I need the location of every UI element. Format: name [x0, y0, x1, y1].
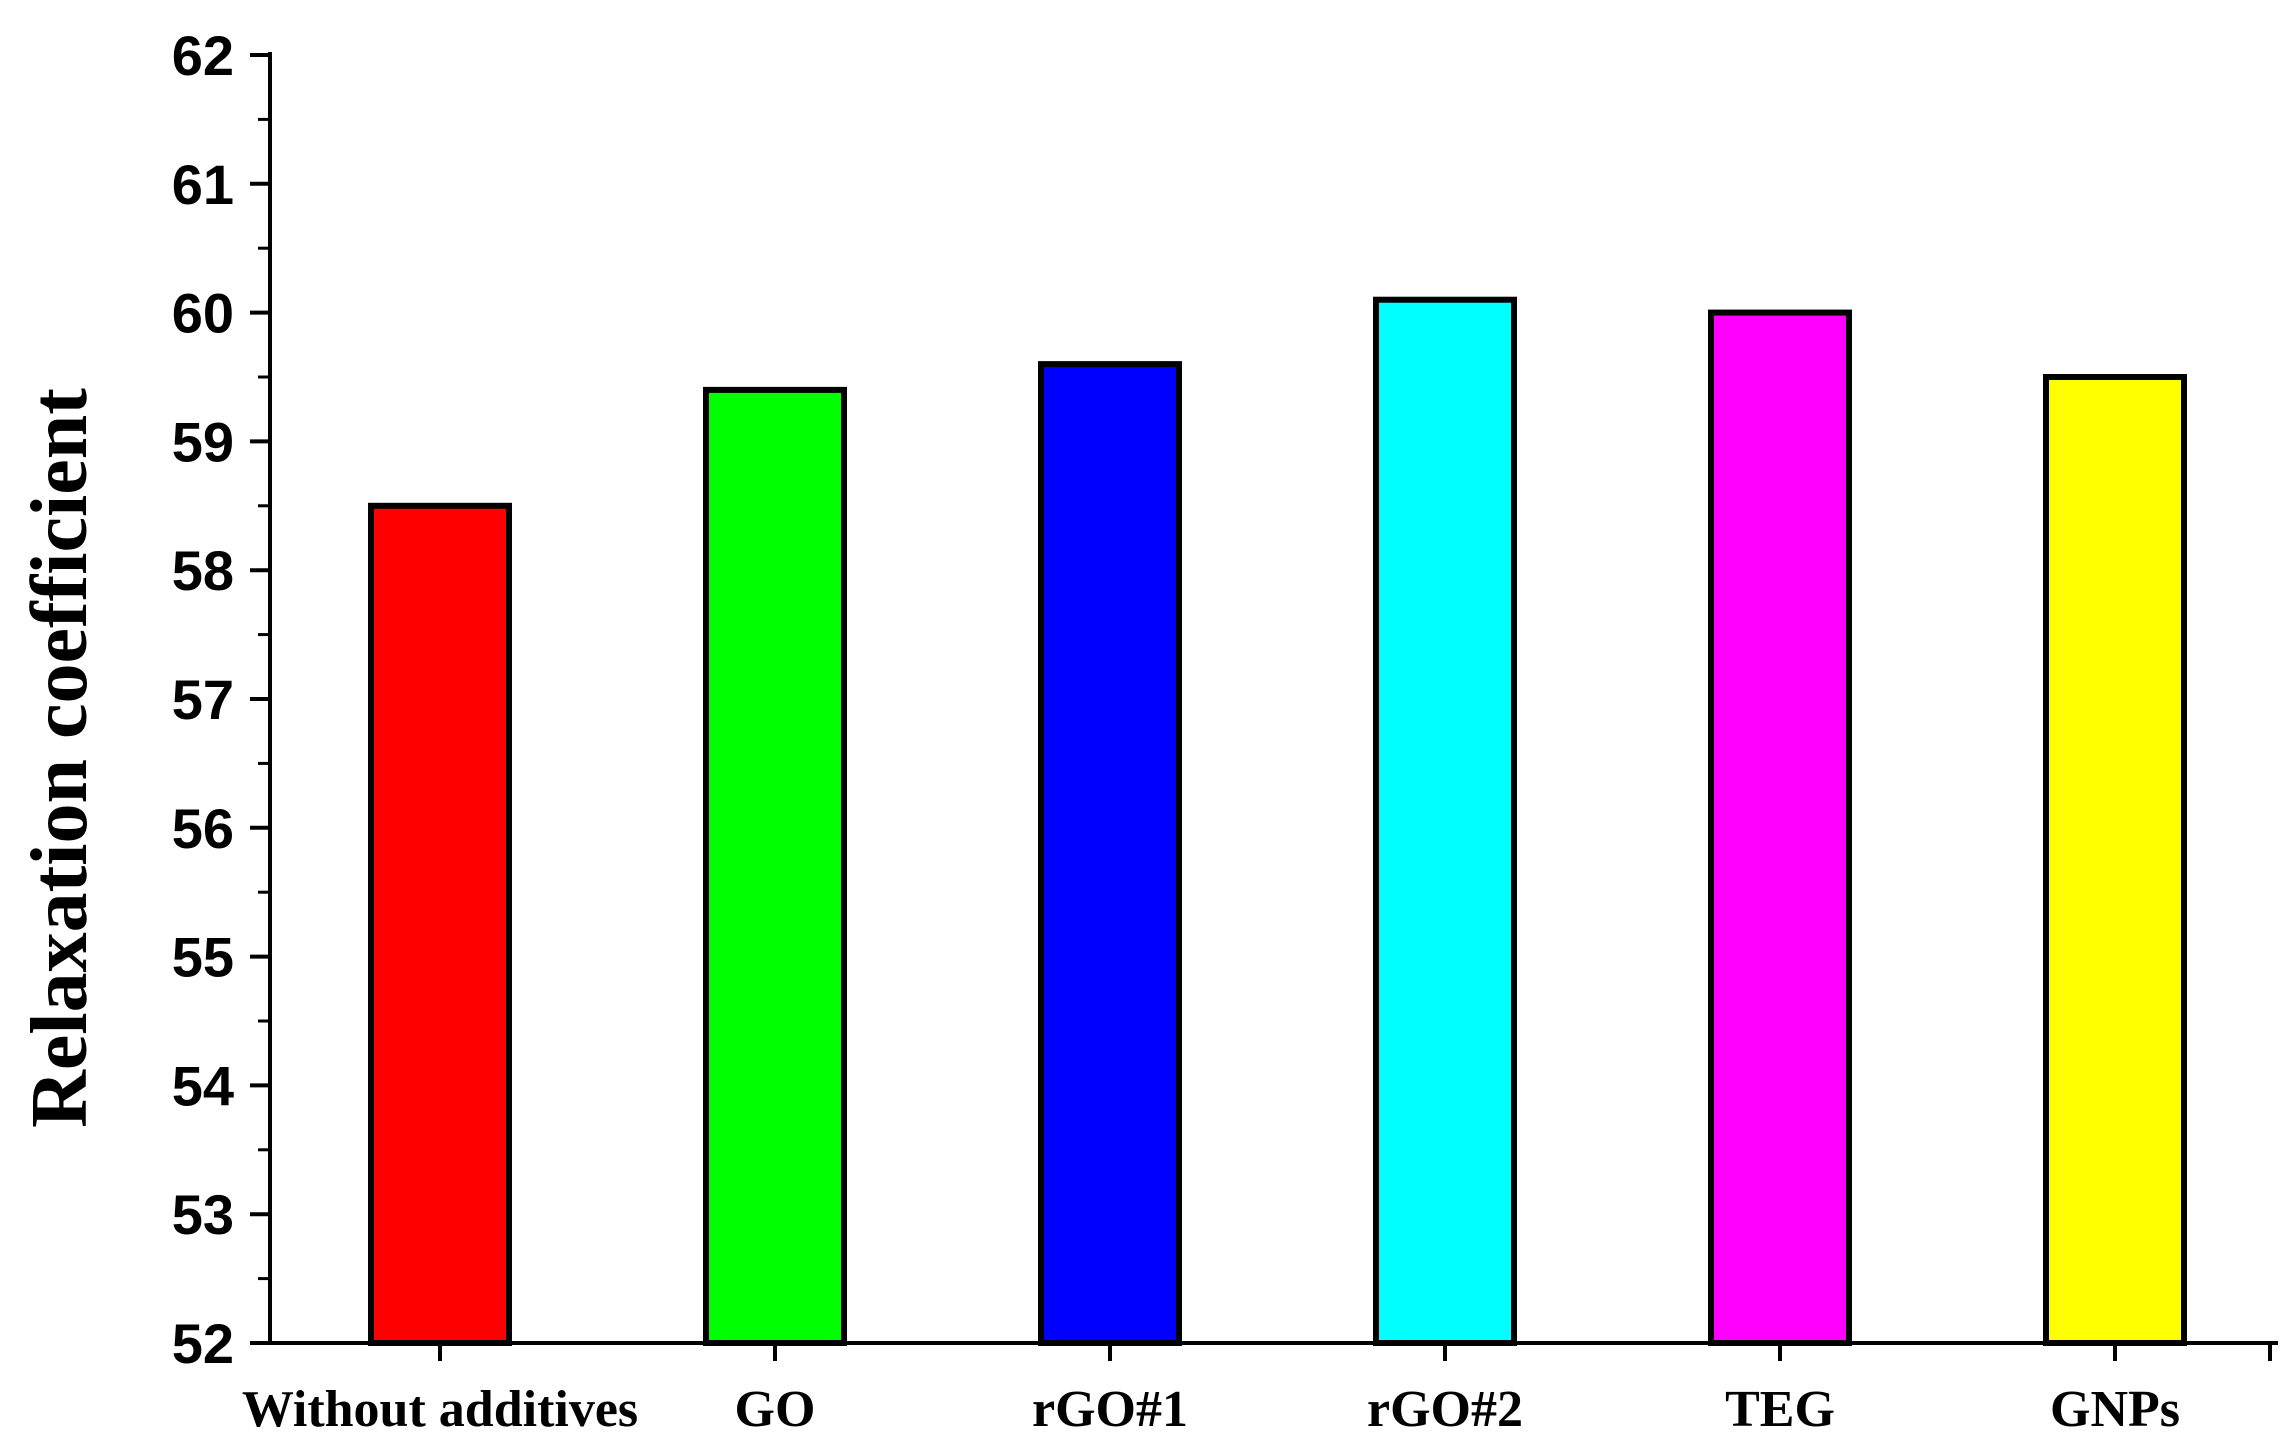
x-tick-label-4: TEG	[1725, 1381, 1835, 1438]
bars-layer	[368, 296, 2187, 1347]
bar-0	[368, 502, 512, 1346]
y-tick-label-5: 57	[172, 668, 234, 731]
x-tick-label-1: GO	[735, 1381, 816, 1438]
y-axis-title: Relaxation coefficient	[16, 388, 104, 1128]
axes-layer	[250, 52, 2278, 1361]
y-tick-label-6: 58	[172, 539, 234, 602]
bar-5	[2043, 374, 2187, 1346]
y-tick-label-3: 55	[172, 926, 234, 989]
y-tick-label-4: 56	[172, 797, 234, 860]
x-tick-label-0: Without additives	[242, 1381, 638, 1438]
y-tick-label-0: 52	[172, 1312, 234, 1375]
y-tick-label-2: 54	[172, 1054, 234, 1117]
bar-1	[703, 386, 847, 1346]
y-tick-label-8: 60	[172, 282, 234, 345]
x-tick-label-2: rGO#1	[1032, 1381, 1188, 1438]
y-tick-label-9: 61	[172, 153, 234, 216]
y-tick-label-10: 62	[172, 24, 234, 87]
bar-4	[1708, 309, 1852, 1347]
labels-layer: 52 53 54 55 56 57 58 59 60 61 62 Without additives G…	[172, 24, 2180, 1438]
y-tick-label-7: 59	[172, 410, 234, 473]
x-tick-label-5: GNPs	[2050, 1381, 2180, 1438]
bar-3	[1373, 296, 1517, 1347]
x-tick-label-3: rGO#2	[1367, 1381, 1523, 1438]
bar-2	[1038, 361, 1182, 1346]
y-tick-label-1: 53	[172, 1183, 234, 1246]
